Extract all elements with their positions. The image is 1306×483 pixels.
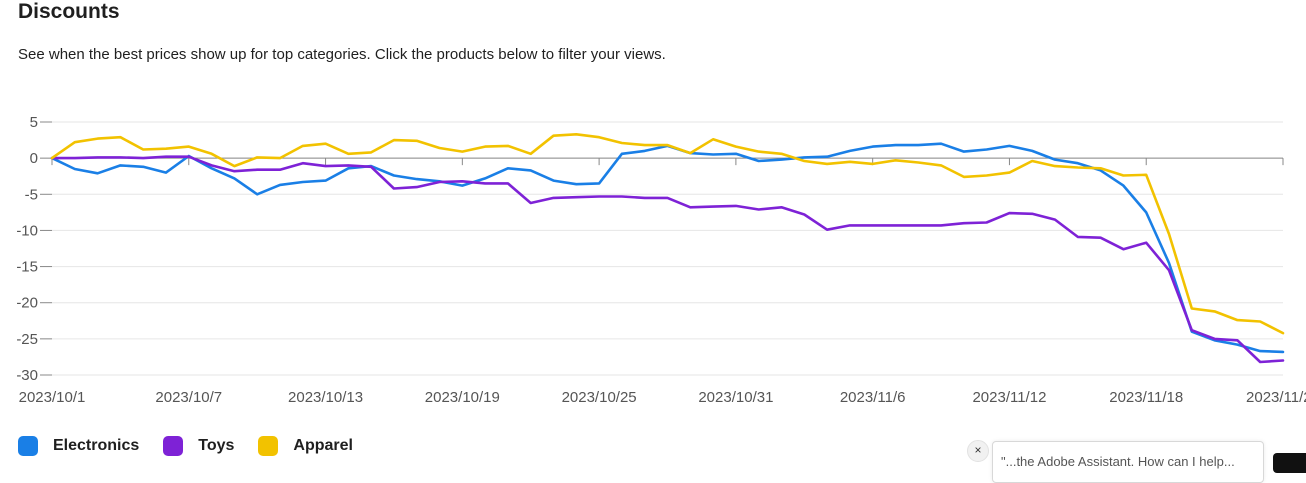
y-tick-label: -10 bbox=[16, 222, 38, 239]
y-tick-label: 0 bbox=[30, 150, 38, 167]
x-tick-label: 2023/11/12 bbox=[972, 389, 1046, 406]
y-tick-label: 5 bbox=[30, 114, 38, 131]
x-tick-label: 2023/10/19 bbox=[425, 389, 500, 406]
close-icon[interactable]: × bbox=[967, 440, 989, 462]
x-tick-label: 2023/11/18 bbox=[1109, 389, 1183, 406]
x-tick-label: 2023/10/25 bbox=[562, 389, 637, 406]
y-tick-label: -30 bbox=[16, 367, 38, 384]
legend-item-toys[interactable]: Toys bbox=[163, 436, 234, 456]
x-tick-label: 2023/10/1 bbox=[19, 389, 86, 406]
x-tick-label: 2023/10/31 bbox=[698, 389, 773, 406]
y-tick-label: -20 bbox=[16, 295, 38, 312]
page-title: Discounts bbox=[18, 0, 120, 23]
x-tick-label: 2023/11/24 bbox=[1246, 389, 1306, 406]
legend-item-apparel[interactable]: Apparel bbox=[258, 436, 353, 456]
legend-swatch-toys bbox=[163, 436, 184, 456]
page-subtitle: See when the best prices show up for top… bbox=[18, 46, 666, 63]
legend-swatch-apparel bbox=[258, 436, 279, 456]
discount-line-chart: 5 0 -5 -10 -15 -20 -25 -30 2023/10/1 2023/10/7 202… bbox=[16, 114, 1306, 406]
legend-item-electronics[interactable]: Electronics bbox=[18, 436, 139, 456]
x-tick-label: 2023/11/6 bbox=[840, 389, 906, 406]
x-tick-label: 2023/10/7 bbox=[155, 389, 222, 406]
series-line-electronics bbox=[50, 142, 1285, 354]
y-tick-label: -15 bbox=[16, 259, 38, 276]
assistant-button[interactable] bbox=[1273, 453, 1306, 473]
assistant-panel[interactable]: "...the Adobe Assistant. How can I help.… bbox=[992, 441, 1264, 483]
x-tick-label: 2023/10/13 bbox=[288, 389, 363, 406]
series-line-toys bbox=[50, 155, 1285, 364]
legend-label-toys: Toys bbox=[198, 437, 235, 454]
y-tick-label: -5 bbox=[25, 186, 38, 203]
series-line-apparel bbox=[50, 133, 1285, 335]
y-tick-label: -25 bbox=[16, 331, 38, 348]
chart-legend: Electronics Toys Apparel bbox=[18, 436, 377, 456]
legend-label-apparel: Apparel bbox=[293, 437, 353, 454]
legend-label-electronics: Electronics bbox=[53, 437, 140, 454]
legend-swatch-electronics bbox=[18, 436, 38, 456]
